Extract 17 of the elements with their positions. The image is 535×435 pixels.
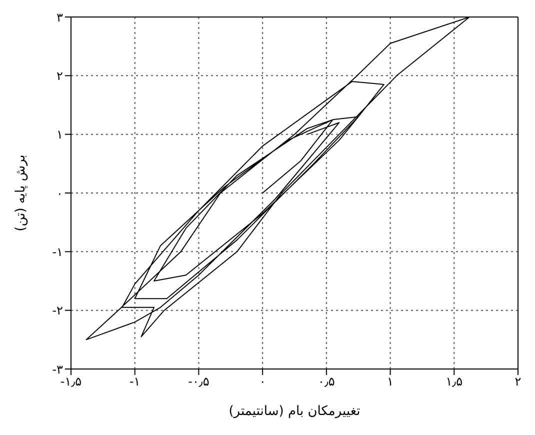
x-tick-label: ۰ — [259, 374, 266, 389]
y-axis-title: برش پایه (تن) — [14, 154, 29, 232]
y-tick-label: ۳ — [56, 10, 64, 24]
x-tick-label: ۲ — [514, 374, 522, 389]
x-tick-label: -۱٫۵ — [60, 374, 82, 389]
y-tick-label: ۱ — [56, 128, 63, 142]
x-tick-label: ۱٫۵ — [446, 374, 463, 389]
x-tick-label: -۰٫۵ — [188, 374, 210, 389]
x-tick-label: ۱ — [387, 374, 394, 389]
y-tick-label: -۳ — [52, 362, 64, 376]
x-tick-label: -۱ — [129, 374, 140, 389]
y-tick-label: ۲ — [56, 68, 63, 83]
x-tick-label: ۰٫۵ — [318, 374, 335, 389]
x-axis-title: تغییرمکان بام (سانتیمتر) — [228, 404, 361, 419]
y-tick-label: -۲ — [52, 304, 63, 318]
y-tick-label: -۱ — [52, 244, 63, 259]
y-tick-label: ۰ — [56, 186, 63, 200]
